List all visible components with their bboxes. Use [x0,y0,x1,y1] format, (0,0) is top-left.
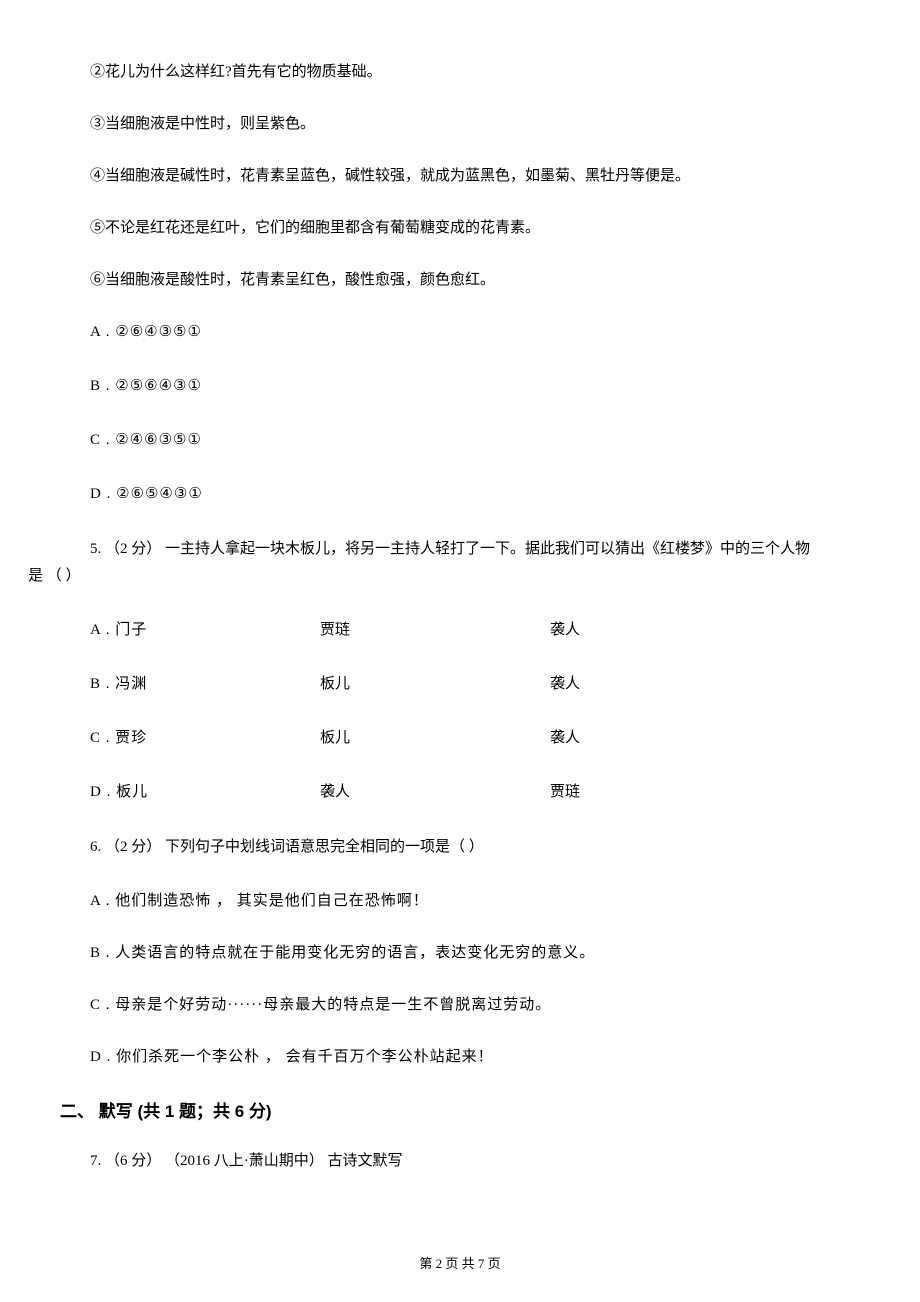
q4-choice-c: C . ②④⑥③⑤① [60,428,860,452]
q5-a-col1: A . 门子 [90,618,320,642]
q4-choice-b: B . ②⑤⑥④③① [60,374,860,398]
q5-d-col2: 袭人 [320,780,550,804]
q5-b-col3: 袭人 [550,672,860,696]
q5-choice-b: B . 冯渊 板儿 袭人 [60,672,860,696]
q5-a-col2: 贾琏 [320,618,550,642]
q5-line1: 5. （2 分） 一主持人拿起一块木板儿，将另一主持人轻打了一下。据此我们可以猜… [60,536,860,563]
q5-b-col2: 板儿 [320,672,550,696]
q5-b-col1: B . 冯渊 [90,672,320,696]
q6-stem: 6. （2 分） 下列句子中划线词语意思完全相同的一项是（ ） [60,834,860,861]
statement-3: ③当细胞液是中性时，则呈紫色。 [60,112,860,136]
q5-line2: 是 （ ） [28,563,860,590]
page-footer: 第 2 页 共 7 页 [0,1253,920,1272]
q5-a-col3: 袭人 [550,618,860,642]
statement-2: ②花儿为什么这样红?首先有它的物质基础。 [60,60,860,84]
q5-choice-d: D . 板儿 袭人 贾琏 [60,780,860,804]
statement-5: ⑤不论是红花还是红叶，它们的细胞里都含有葡萄糖变成的花青素。 [60,216,860,240]
q5-d-col3: 贾琏 [550,780,860,804]
q6-choice-d: D . 你们杀死一个李公朴 ， 会有千百万个李公朴站起来！ [60,1045,860,1069]
q5-d-col1: D . 板儿 [90,780,320,804]
q4-choice-d: D . ②⑥⑤④③① [60,482,860,506]
q7-stem: 7. （6 分） （2016 八上·萧山期中） 古诗文默写 [60,1148,860,1175]
statement-6: ⑥当细胞液是酸性时，花青素呈红色，酸性愈强，颜色愈红。 [60,268,860,292]
q5-choice-c: C . 贾珍 板儿 袭人 [60,726,860,750]
q5-stem: 5. （2 分） 一主持人拿起一块木板儿，将另一主持人轻打了一下。据此我们可以猜… [60,536,860,590]
q5-c-col1: C . 贾珍 [90,726,320,750]
q5-c-col3: 袭人 [550,726,860,750]
q5-c-col2: 板儿 [320,726,550,750]
q5-choice-a: A . 门子 贾琏 袭人 [60,618,860,642]
q6-choice-c: C . 母亲是个好劳动······母亲最大的特点是一生不曾脱离过劳动。 [60,993,860,1017]
q6-choice-b: B . 人类语言的特点就在于能用变化无穷的语言，表达变化无穷的意义。 [60,941,860,965]
q6-choice-a: A . 他们制造恐怖 ， 其实是他们自己在恐怖啊！ [60,889,860,913]
page-content: ②花儿为什么这样红?首先有它的物质基础。 ③当细胞液是中性时，则呈紫色。 ④当细… [0,0,920,1175]
statement-4: ④当细胞液是碱性时，花青素呈蓝色，碱性较强，就成为蓝黑色，如墨菊、黑牡丹等便是。 [60,164,860,188]
section-2-heading: 二、 默写 (共 1 题；共 6 分) [60,1097,860,1122]
q4-choice-a: A . ②⑥④③⑤① [60,320,860,344]
